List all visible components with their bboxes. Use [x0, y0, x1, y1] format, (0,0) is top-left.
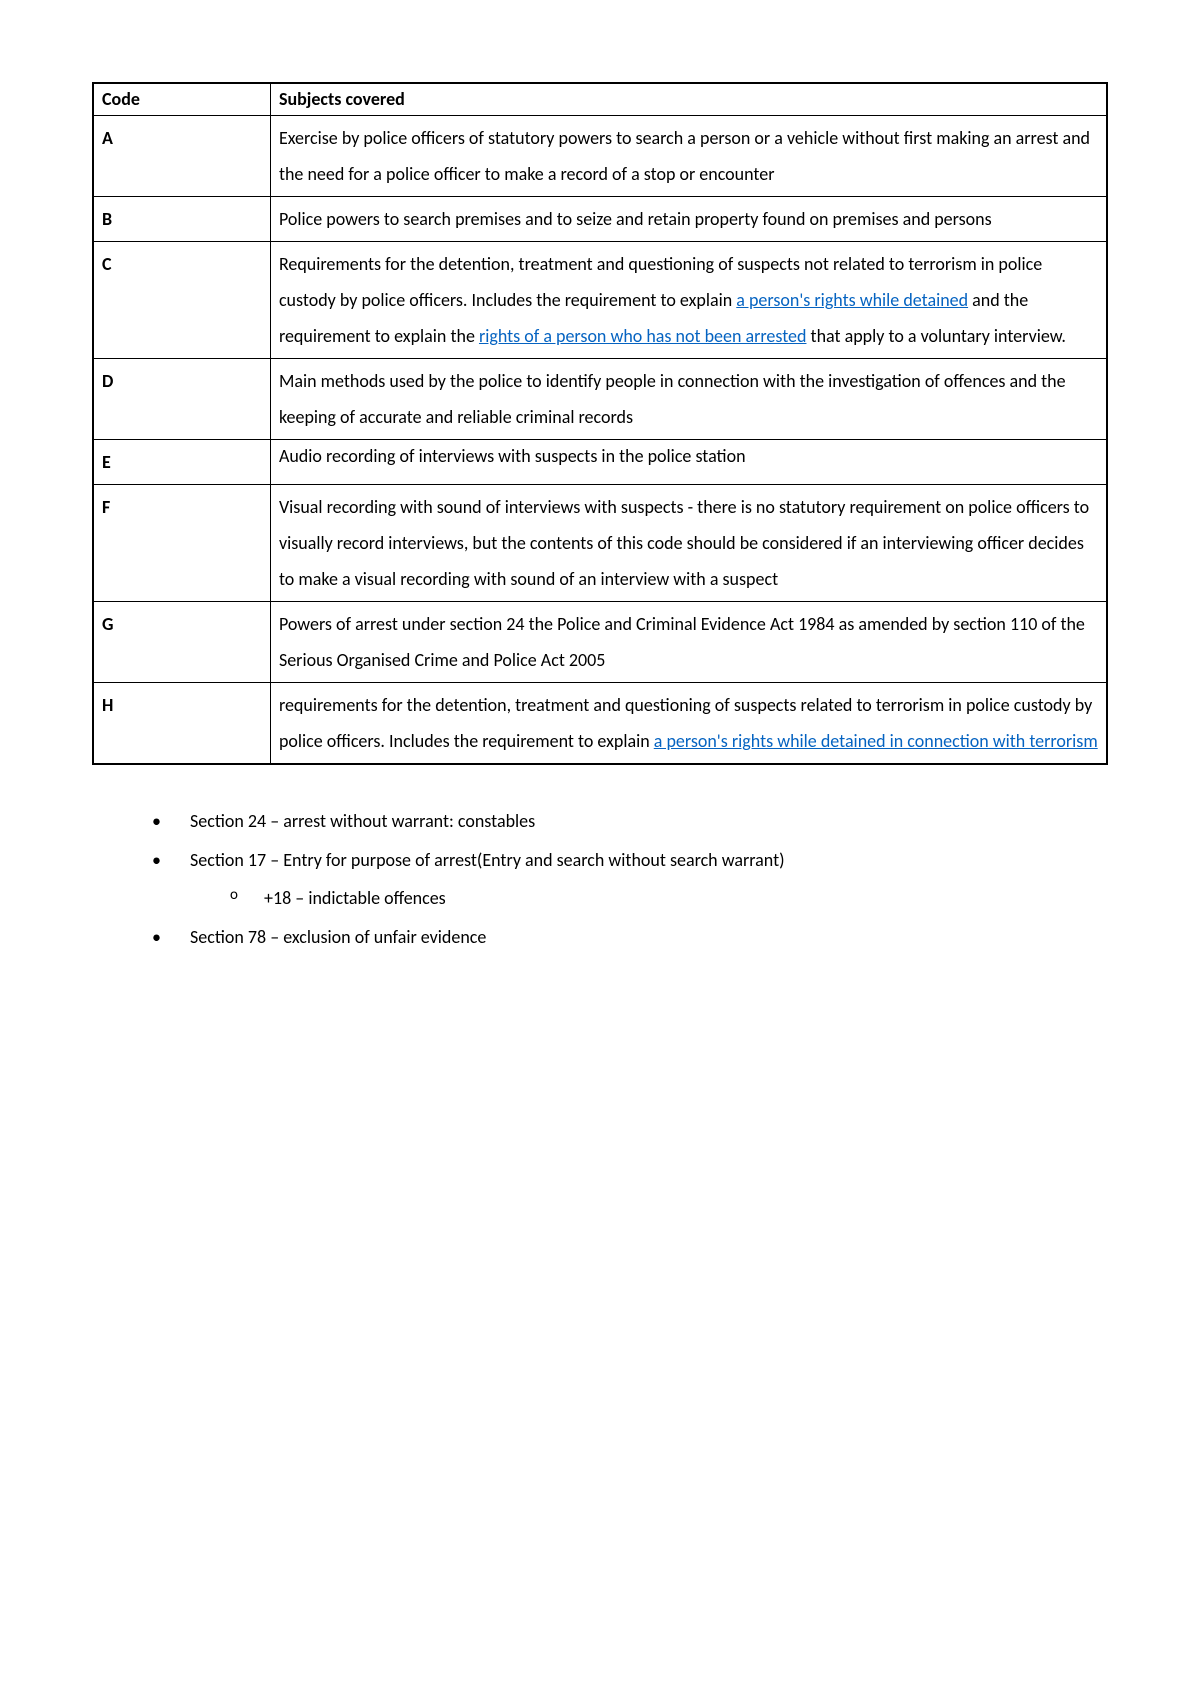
sections-list: Section 24 – arrest without warrant: con…	[152, 805, 1108, 953]
codes-table: Code Subjects covered A Exercise by poli…	[92, 82, 1108, 765]
sub-list-item: +18 – indictable offences	[230, 882, 1108, 914]
list-item: Section 17 – Entry for purpose of arrest…	[152, 844, 1108, 915]
subject-cell: Exercise by police officers of statutory…	[270, 116, 1107, 197]
header-subjects: Subjects covered	[270, 83, 1107, 116]
rights-terrorism-link[interactable]: a person's rights while detained in conn…	[654, 730, 1098, 752]
code-cell: D	[93, 359, 270, 440]
subject-cell: Requirements for the detention, treatmen…	[270, 242, 1107, 359]
table-row: E Audio recording of interviews with sus…	[93, 440, 1107, 485]
table-row: C Requirements for the detention, treatm…	[93, 242, 1107, 359]
code-cell: E	[93, 440, 270, 485]
table-row: D Main methods used by the police to ide…	[93, 359, 1107, 440]
table-row: F Visual recording with sound of intervi…	[93, 485, 1107, 602]
code-cell: C	[93, 242, 270, 359]
rights-detained-link[interactable]: a person's rights while detained	[736, 289, 968, 311]
document-page: Code Subjects covered A Exercise by poli…	[0, 0, 1200, 953]
code-cell: G	[93, 602, 270, 683]
code-cell: A	[93, 116, 270, 197]
table-row: H requirements for the detention, treatm…	[93, 683, 1107, 765]
subject-cell: requirements for the detention, treatmen…	[270, 683, 1107, 765]
code-cell: B	[93, 197, 270, 242]
text-fragment: that apply to a voluntary interview.	[806, 325, 1066, 347]
subject-cell: Police powers to search premises and to …	[270, 197, 1107, 242]
table-row: B Police powers to search premises and t…	[93, 197, 1107, 242]
list-item: Section 24 – arrest without warrant: con…	[152, 805, 1108, 837]
table-row: G Powers of arrest under section 24 the …	[93, 602, 1107, 683]
subject-cell: Visual recording with sound of interview…	[270, 485, 1107, 602]
code-cell: H	[93, 683, 270, 765]
table-header-row: Code Subjects covered	[93, 83, 1107, 116]
list-item-text: Section 17 – Entry for purpose of arrest…	[190, 849, 785, 871]
subject-cell: Powers of arrest under section 24 the Po…	[270, 602, 1107, 683]
code-cell: F	[93, 485, 270, 602]
rights-not-arrested-link[interactable]: rights of a person who has not been arre…	[479, 325, 807, 347]
list-item: Section 78 – exclusion of unfair evidenc…	[152, 921, 1108, 953]
table-row: A Exercise by police officers of statuto…	[93, 116, 1107, 197]
subject-cell: Main methods used by the police to ident…	[270, 359, 1107, 440]
header-code: Code	[93, 83, 270, 116]
subject-cell: Audio recording of interviews with suspe…	[270, 440, 1107, 485]
sub-list: +18 – indictable offences	[230, 882, 1108, 914]
